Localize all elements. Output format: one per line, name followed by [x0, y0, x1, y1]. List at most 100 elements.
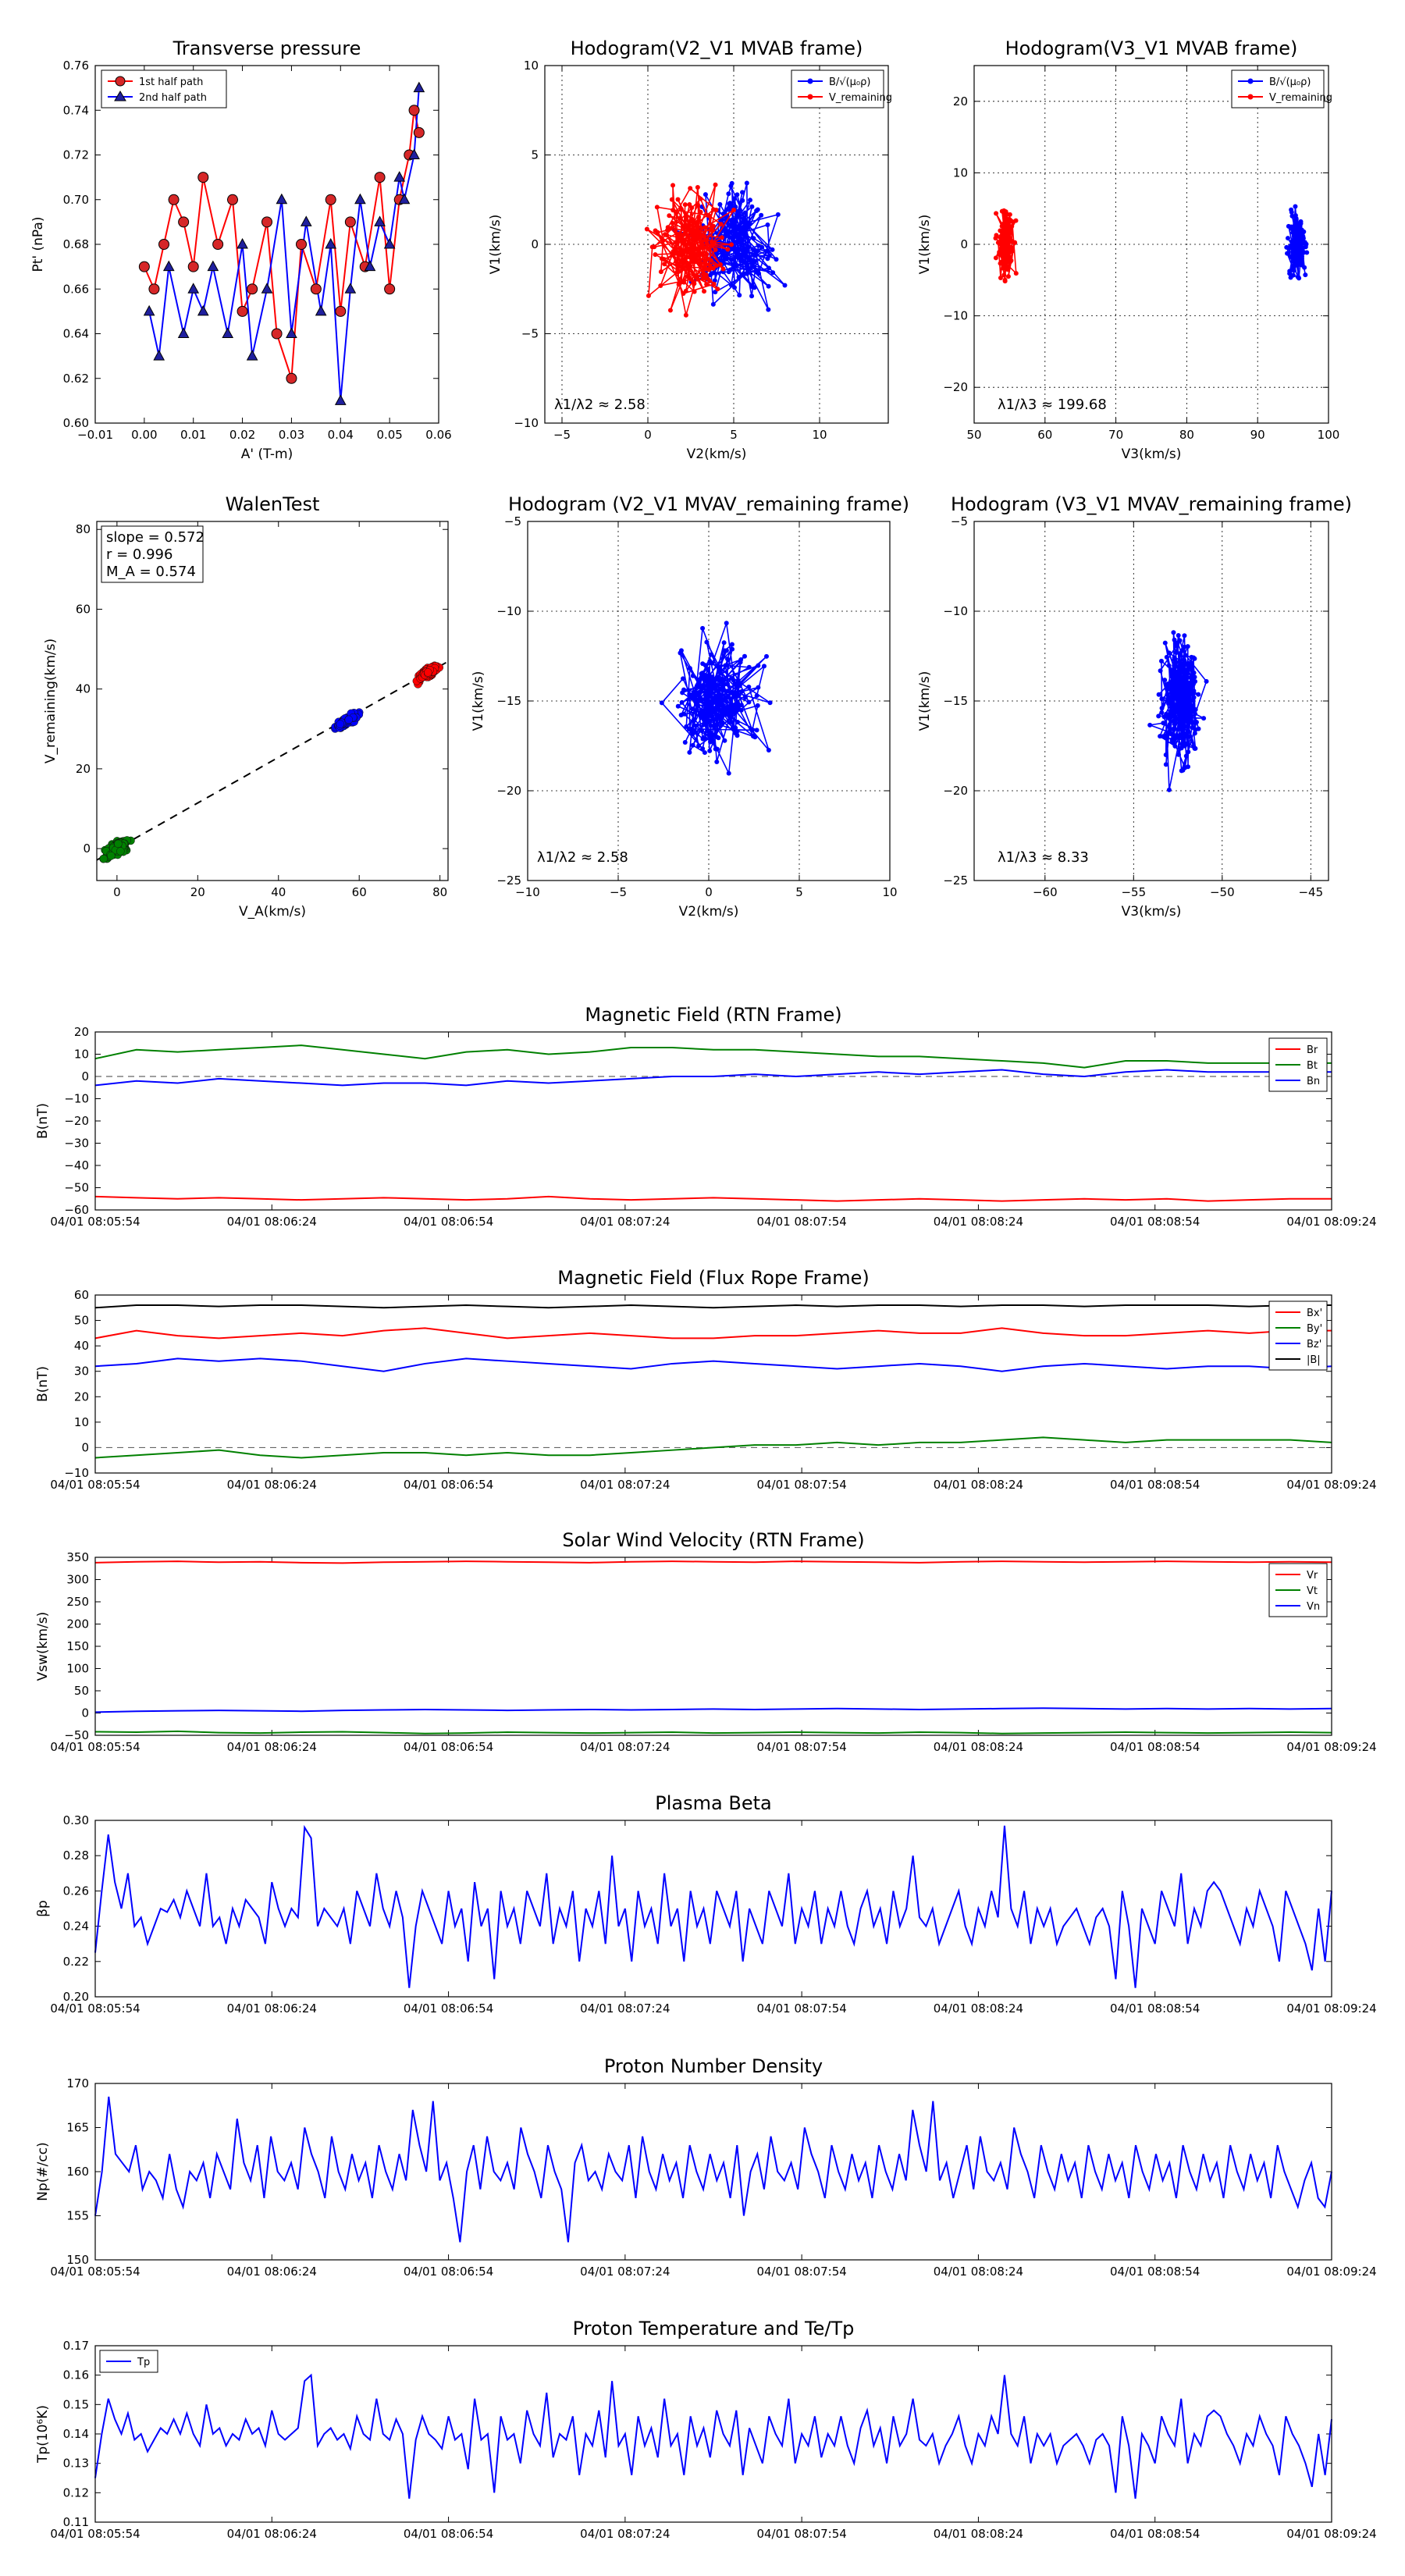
data-point	[1172, 688, 1177, 694]
y-tick-label: 100	[66, 1662, 89, 1676]
chart-p-tpt: 04/01 08:05:54 04/01 08:06:24 04/01 08:06:…	[35, 2318, 1377, 2541]
y-tick-label: 0	[81, 1706, 89, 1720]
series-line-By	[94, 1436, 1332, 1459]
data-point	[707, 731, 713, 737]
data-point	[713, 722, 719, 728]
legend-marker	[114, 91, 126, 101]
chart-title: Plasma Beta	[655, 1792, 771, 1814]
x-tick-label: 04/01 08:08:54	[1110, 2001, 1200, 2016]
x-tick-label: −10	[515, 885, 540, 899]
x-tick-label: 0.02	[229, 428, 255, 442]
data-point-red	[424, 668, 432, 677]
data-point	[724, 257, 729, 262]
data-point	[1285, 236, 1290, 241]
data-point	[775, 212, 781, 217]
y-tick-label: 10	[74, 1048, 89, 1062]
data-point-second-half	[207, 260, 219, 272]
data-point	[689, 696, 695, 701]
x-tick-label: 04/01 08:09:24	[1286, 1478, 1376, 1492]
data-point	[695, 236, 700, 241]
data-point	[1286, 223, 1291, 229]
x-tick-label: 80	[432, 885, 447, 899]
data-point	[737, 683, 742, 688]
data-point	[697, 252, 702, 258]
data-point	[660, 238, 666, 244]
data-point	[681, 676, 686, 681]
data-point	[678, 206, 684, 212]
data-point	[1183, 753, 1189, 759]
plot-frame	[94, 1031, 1332, 1211]
data-point	[1008, 258, 1014, 263]
legend-label: 2nd half path	[139, 92, 207, 104]
data-point	[1005, 274, 1011, 279]
data-point	[710, 223, 716, 229]
y-tick-label: −10	[514, 416, 539, 430]
data-point	[733, 706, 738, 712]
data-point	[693, 730, 699, 735]
data-point	[701, 674, 706, 680]
x-tick-label: 04/01 08:07:24	[580, 1215, 670, 1229]
x-tick-label: 04/01 08:06:54	[404, 2265, 493, 2279]
x-axis-label: V_A(km/s)	[239, 904, 306, 920]
data-point	[742, 653, 747, 659]
data-point	[1004, 258, 1009, 264]
data-point	[704, 282, 710, 287]
legend-marker	[1247, 78, 1254, 84]
legend-label: Vn	[1307, 1601, 1320, 1613]
data-point	[755, 207, 760, 212]
data-point	[1009, 219, 1015, 224]
data-point	[739, 688, 745, 694]
x-tick-label: 04/01 08:07:24	[580, 1478, 670, 1492]
data-point	[712, 278, 717, 283]
data-point	[731, 693, 737, 699]
legend-label: V_remaining	[829, 92, 892, 104]
x-tick-label: 50	[966, 428, 981, 442]
x-tick-label: 5	[730, 428, 738, 442]
data-point	[1183, 724, 1189, 729]
x-tick-label: 04/01 08:09:24	[1286, 1215, 1376, 1229]
data-point	[662, 262, 667, 267]
data-point	[704, 251, 710, 257]
data-point	[702, 265, 708, 271]
data-point	[1001, 264, 1007, 269]
data-point	[722, 648, 727, 653]
data-point	[720, 249, 725, 254]
x-tick-label: 0	[705, 885, 713, 899]
data-point	[1166, 787, 1172, 792]
x-tick-label: −5	[553, 428, 571, 442]
stats-line: M_A = 0.574	[106, 564, 196, 580]
data-point-second-half	[197, 304, 209, 316]
y-tick-label: 0	[81, 1440, 89, 1454]
data-point	[725, 688, 731, 694]
data-point	[774, 257, 779, 262]
data-point	[1196, 726, 1201, 731]
data-point	[1165, 686, 1170, 692]
data-point-first-half	[286, 372, 297, 384]
data-point	[1184, 741, 1190, 746]
y-tick-label: −10	[496, 604, 521, 618]
y-tick-label: 40	[74, 1339, 89, 1353]
data-point	[1167, 684, 1172, 689]
data-point	[692, 229, 697, 234]
y-tick-label: −15	[496, 694, 521, 708]
data-point	[728, 719, 734, 724]
data-point	[698, 196, 703, 201]
data-point	[1168, 687, 1173, 692]
data-point-second-half	[364, 260, 376, 272]
data-point-first-half	[384, 283, 396, 295]
legend-box	[1231, 69, 1325, 109]
y-tick-label: 10	[74, 1415, 89, 1429]
x-tick-label: 04/01 08:08:24	[934, 1478, 1023, 1492]
data-point	[714, 728, 720, 733]
data-point	[711, 707, 717, 713]
data-point	[1172, 674, 1177, 680]
y-tick-label: 0.76	[63, 59, 89, 73]
data-point	[667, 213, 672, 219]
y-tick-label: −20	[943, 784, 968, 798]
data-point	[1303, 272, 1308, 278]
data-point	[705, 212, 710, 218]
data-point-second-half	[354, 193, 366, 205]
data-point	[1160, 734, 1165, 739]
data-point	[1293, 222, 1298, 227]
x-tick-label: 04/01 08:05:54	[50, 2001, 140, 2016]
